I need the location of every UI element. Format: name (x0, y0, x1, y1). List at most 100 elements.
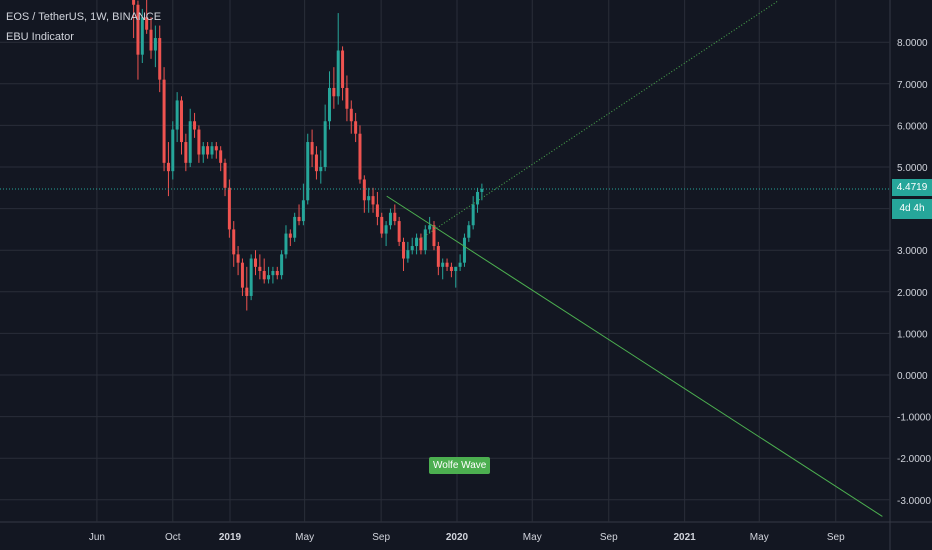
candle-body (410, 246, 414, 251)
price-tick-label: 0.0000 (897, 371, 928, 382)
candle-body (271, 271, 275, 276)
candle-body (293, 216, 297, 238)
candle-body (415, 237, 419, 247)
candle-body (171, 129, 175, 172)
candle-body (419, 237, 423, 251)
candle-body (371, 196, 375, 205)
candle-body (232, 229, 236, 255)
chart-title: EOS / TetherUS, 1W, BINANCE (6, 11, 162, 23)
candle-body (358, 133, 362, 180)
candle-body (476, 191, 480, 205)
candle-body (258, 266, 262, 271)
candle-body (458, 262, 462, 267)
candle-body (197, 129, 201, 155)
price-tick-label: -1.0000 (897, 413, 931, 424)
time-tick-label: Jun (89, 532, 105, 543)
candle-body (262, 271, 266, 280)
candle-body (323, 121, 327, 167)
price-axis[interactable]: 8.00007.00006.00005.00004.00003.00002.00… (897, 38, 931, 507)
candle-body (275, 271, 279, 276)
candle-body (253, 258, 257, 267)
time-tick-label: Sep (372, 532, 390, 543)
overlays (0, 0, 890, 517)
candle-body (349, 108, 353, 122)
candle-body (445, 262, 449, 267)
price-tick-label: 7.0000 (897, 80, 928, 91)
candle-body (471, 204, 475, 226)
lower-trend-line (386, 195, 883, 517)
candle-body (384, 225, 388, 234)
price-tick-label: 8.0000 (897, 38, 928, 49)
candle-body (227, 187, 231, 230)
candle-body (332, 87, 336, 97)
candle-body (388, 212, 392, 226)
candle-body (362, 179, 366, 201)
candle-body (193, 121, 197, 130)
time-tick-label: May (295, 532, 314, 543)
candle-body (423, 229, 427, 251)
candle-body (214, 146, 218, 151)
candle-body (314, 154, 318, 172)
candle-body (306, 142, 310, 201)
candle-body (319, 167, 323, 172)
time-tick-label: May (750, 532, 769, 543)
candle-body (328, 87, 332, 122)
candle-body (436, 246, 440, 267)
candle-body (249, 258, 253, 296)
candle-body (449, 266, 453, 271)
candle-body (153, 38, 157, 51)
candle-body (267, 275, 271, 280)
candles (132, 0, 484, 311)
candle-body (462, 237, 466, 263)
candle-body (149, 29, 153, 51)
time-tick-label: 2021 (673, 532, 696, 543)
candle-body (158, 38, 162, 80)
candle-body (132, 0, 136, 5)
candle-body (284, 233, 288, 255)
wolfe-wave-label[interactable]: Wolfe Wave (429, 457, 491, 474)
candle-body (210, 146, 214, 155)
candle-body (301, 200, 305, 222)
candle-body (354, 121, 358, 134)
candle-body (162, 79, 166, 163)
candle-body (201, 146, 205, 155)
price-tick-label: 2.0000 (897, 288, 928, 299)
candle-body (288, 233, 292, 238)
candle-body (441, 262, 445, 267)
time-tick-label: May (523, 532, 542, 543)
candle-body (397, 221, 401, 242)
candle-body (336, 50, 340, 97)
price-tick-label: 5.0000 (897, 163, 928, 174)
candle-body (402, 241, 406, 259)
time-axis[interactable]: Jun Oct 2019 May Sep 2020 May Sep 2021 May Sep (89, 532, 845, 543)
candle-body (310, 142, 314, 155)
candle-body (380, 216, 384, 234)
candle-body (467, 225, 471, 238)
countdown-tag: 4d 4h (892, 199, 932, 219)
candle-body (240, 262, 244, 288)
candle-body (406, 250, 410, 259)
last-price-tag: 4.4719 (892, 179, 932, 196)
candle-body (432, 225, 436, 247)
candle-body (367, 196, 371, 201)
price-tick-label: 3.0000 (897, 246, 928, 257)
time-tick-label: 2020 (446, 532, 469, 543)
price-tick-label: 1.0000 (897, 329, 928, 340)
price-tick-label: -3.0000 (897, 496, 931, 507)
candle-body (245, 287, 249, 296)
candle-body (428, 225, 432, 230)
time-tick-label: Sep (600, 532, 618, 543)
time-tick-label: 2019 (219, 532, 242, 543)
candle-body (166, 162, 170, 172)
indicator-label[interactable]: EBU Indicator (6, 31, 74, 43)
candle-body (219, 150, 223, 163)
candle-body (480, 188, 484, 192)
candle-body (375, 204, 379, 217)
candle-body (184, 142, 188, 163)
price-tick-label: 6.0000 (897, 121, 928, 132)
candle-body (236, 254, 240, 263)
price-tick-label: -2.0000 (897, 454, 931, 465)
candle-body (454, 266, 458, 271)
candle-body (136, 4, 140, 55)
candle-body (223, 162, 227, 188)
